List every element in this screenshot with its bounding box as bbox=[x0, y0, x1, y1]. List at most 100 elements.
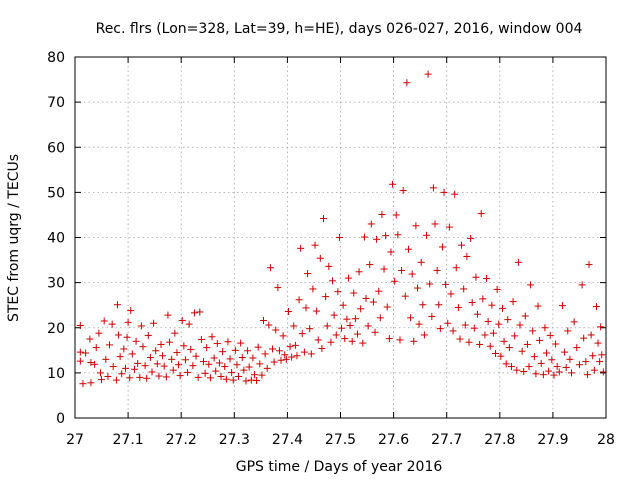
data-point bbox=[401, 292, 409, 300]
data-point bbox=[348, 337, 356, 345]
data-point bbox=[391, 277, 399, 285]
data-point bbox=[330, 311, 338, 319]
data-point bbox=[426, 280, 434, 288]
data-point bbox=[134, 359, 142, 367]
data-point bbox=[253, 377, 261, 385]
data-point bbox=[237, 339, 245, 347]
data-point bbox=[124, 318, 132, 326]
x-tick-label: 27.5 bbox=[325, 432, 356, 448]
data-point bbox=[587, 331, 595, 339]
data-point bbox=[144, 331, 152, 339]
data-point bbox=[552, 340, 560, 348]
data-point bbox=[302, 304, 310, 312]
data-point bbox=[212, 367, 220, 375]
data-point bbox=[87, 358, 95, 366]
data-point bbox=[383, 303, 391, 311]
data-point bbox=[263, 364, 271, 372]
data-point bbox=[307, 350, 315, 358]
data-point bbox=[249, 354, 257, 362]
data-point bbox=[366, 261, 374, 269]
data-point bbox=[566, 355, 574, 363]
data-point bbox=[362, 294, 370, 302]
data-point bbox=[108, 320, 116, 328]
data-point bbox=[435, 301, 443, 309]
data-point bbox=[123, 333, 131, 341]
data-point bbox=[112, 376, 120, 384]
data-point bbox=[424, 70, 432, 78]
x-axis-ticks: 27 27.1 27.2 27.3 27.4 27.5 27.6 27.7 27.8 27.9 28 bbox=[66, 57, 615, 448]
data-point bbox=[429, 184, 437, 192]
data-point bbox=[378, 210, 386, 218]
data-point bbox=[197, 335, 205, 343]
data-point bbox=[102, 355, 110, 363]
data-point bbox=[353, 330, 361, 338]
data-point bbox=[164, 311, 172, 319]
data-point bbox=[344, 274, 352, 282]
data-point bbox=[479, 295, 487, 303]
data-point bbox=[100, 317, 108, 325]
data-point bbox=[176, 372, 184, 380]
data-point bbox=[224, 338, 232, 346]
data-point bbox=[282, 355, 290, 363]
data-point bbox=[96, 369, 104, 377]
data-point bbox=[189, 362, 197, 370]
data-point bbox=[323, 322, 331, 330]
x-tick-label: 27.7 bbox=[431, 432, 462, 448]
data-point bbox=[141, 362, 149, 370]
data-point bbox=[364, 322, 372, 330]
data-series-stec bbox=[76, 70, 607, 388]
data-point bbox=[463, 252, 471, 260]
data-point bbox=[476, 340, 484, 348]
data-point bbox=[86, 335, 94, 343]
data-point bbox=[228, 368, 236, 376]
data-point bbox=[261, 350, 269, 358]
data-point bbox=[98, 376, 106, 384]
data-point bbox=[360, 233, 368, 241]
data-point bbox=[290, 322, 298, 330]
data-point bbox=[452, 264, 460, 272]
data-point bbox=[104, 372, 112, 380]
data-point bbox=[460, 285, 468, 293]
data-point bbox=[346, 321, 354, 329]
x-tick-label: 27.8 bbox=[484, 432, 515, 448]
y-tick-label: 30 bbox=[47, 276, 65, 292]
data-point bbox=[380, 265, 388, 273]
data-point bbox=[514, 258, 522, 266]
data-point bbox=[82, 349, 90, 357]
data-point bbox=[436, 325, 444, 333]
data-point bbox=[580, 334, 588, 342]
data-point bbox=[335, 234, 343, 241]
data-point bbox=[585, 261, 593, 269]
data-point bbox=[196, 308, 204, 316]
data-point bbox=[545, 367, 553, 375]
data-point bbox=[445, 223, 453, 231]
data-point bbox=[396, 336, 404, 344]
data-point bbox=[238, 354, 246, 362]
data-point bbox=[483, 275, 491, 283]
data-point bbox=[233, 361, 241, 369]
data-point bbox=[148, 368, 156, 376]
data-point bbox=[537, 359, 545, 367]
data-point bbox=[159, 352, 167, 360]
data-point bbox=[375, 287, 383, 295]
data-point bbox=[495, 320, 503, 328]
data-point bbox=[594, 339, 602, 347]
data-point bbox=[219, 348, 227, 356]
data-point bbox=[152, 347, 160, 355]
data-point bbox=[270, 358, 278, 366]
data-point bbox=[470, 324, 478, 332]
data-point bbox=[293, 352, 301, 360]
data-point bbox=[497, 352, 505, 360]
data-point bbox=[137, 322, 145, 330]
data-point bbox=[417, 258, 425, 266]
data-point bbox=[415, 320, 423, 328]
data-point bbox=[288, 353, 296, 361]
data-point bbox=[92, 344, 100, 352]
data-point bbox=[529, 327, 537, 335]
data-point bbox=[178, 317, 186, 325]
data-point bbox=[394, 231, 402, 239]
data-point bbox=[168, 355, 176, 363]
data-point bbox=[231, 346, 239, 354]
